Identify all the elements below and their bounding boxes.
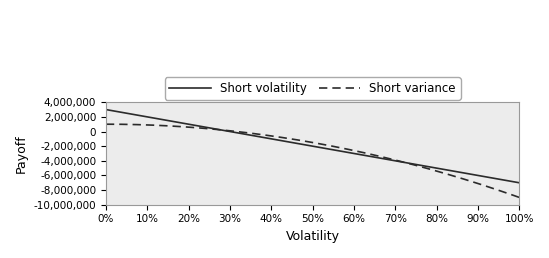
Short volatility xyxy=(301,143,308,146)
Short variance xyxy=(299,139,305,142)
Short volatility xyxy=(506,180,513,183)
Short volatility xyxy=(299,143,305,146)
Legend: Short volatility, Short variance: Short volatility, Short variance xyxy=(165,77,461,100)
Short variance xyxy=(103,123,109,126)
Short variance xyxy=(301,140,308,143)
Short volatility xyxy=(326,148,333,151)
Short volatility xyxy=(441,168,448,171)
Short volatility xyxy=(349,152,355,155)
Y-axis label: Payoff: Payoff xyxy=(15,134,28,173)
Short volatility xyxy=(103,108,109,111)
Short volatility xyxy=(516,181,523,184)
Short variance xyxy=(326,144,333,147)
X-axis label: Volatility: Volatility xyxy=(285,230,340,243)
Line: Short variance: Short variance xyxy=(106,124,519,197)
Line: Short volatility: Short volatility xyxy=(106,110,519,183)
Short variance xyxy=(441,172,448,175)
Short variance xyxy=(516,196,523,199)
Short variance xyxy=(349,149,355,152)
Short variance xyxy=(506,192,513,196)
